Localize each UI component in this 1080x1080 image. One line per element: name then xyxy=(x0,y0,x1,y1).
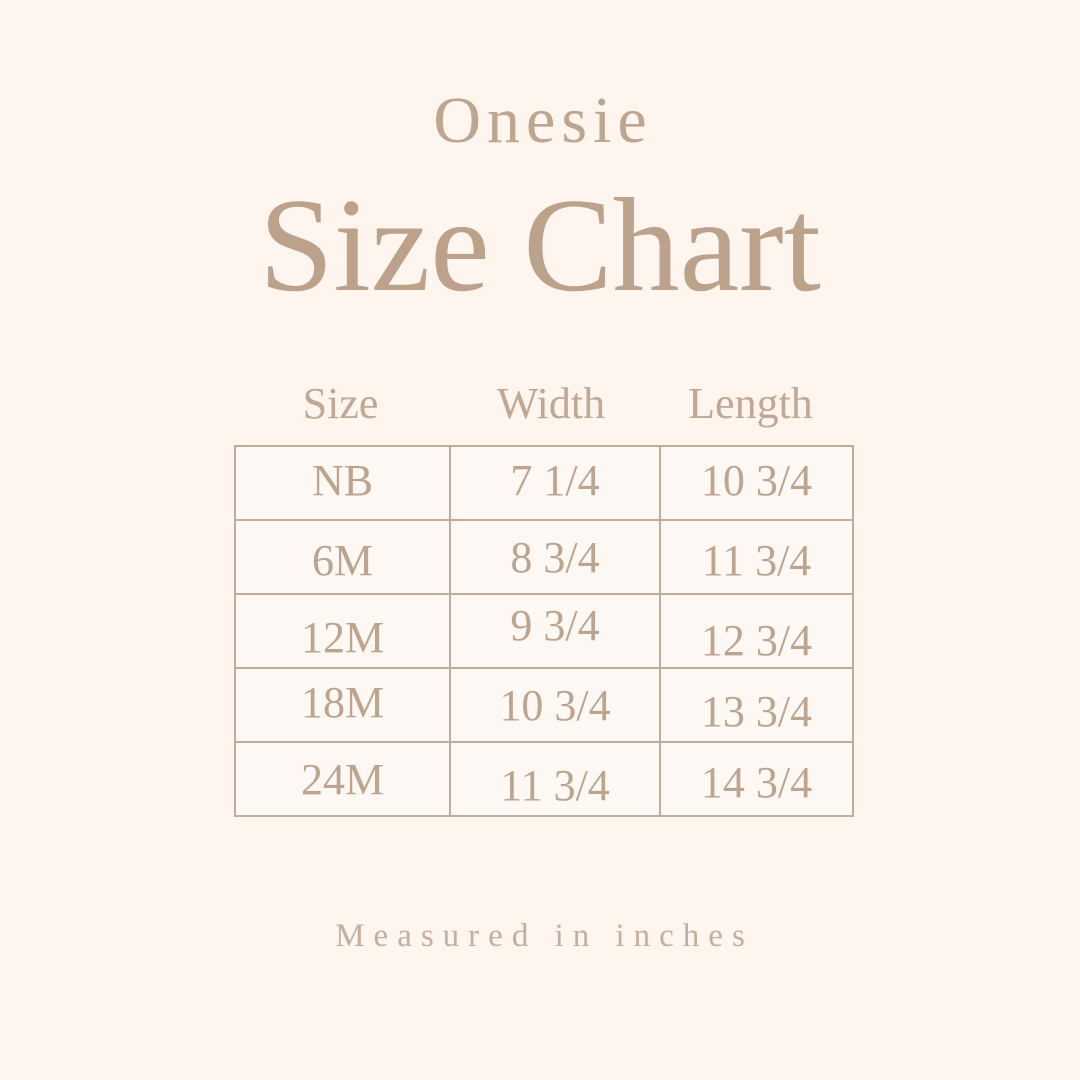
cell-value: 10 3/4 xyxy=(700,455,813,505)
product-title: Onesie xyxy=(433,84,653,157)
cell-size: 18M xyxy=(234,667,451,743)
cell-width: 8 3/4 xyxy=(449,519,661,595)
table-row: 18M 10 3/4 13 3/4 xyxy=(234,667,854,743)
column-header-width: Width xyxy=(496,379,606,428)
table-row: 6M 8 3/4 11 3/4 xyxy=(234,519,854,595)
cell-value: 8 3/4 xyxy=(510,532,600,582)
table-row: 12M 9 3/4 12 3/4 xyxy=(234,593,854,669)
table-column-headers: Size Width Length xyxy=(234,382,846,426)
cell-value: 12 3/4 xyxy=(700,615,813,665)
cell-value: 24M xyxy=(300,754,385,804)
cell-width: 11 3/4 xyxy=(449,741,661,817)
cell-length: 13 3/4 xyxy=(659,667,854,743)
cell-value: 14 3/4 xyxy=(700,757,813,807)
cell-size: 12M xyxy=(234,593,451,669)
cell-value: 11 3/4 xyxy=(701,535,812,585)
cell-length: 10 3/4 xyxy=(659,445,854,521)
cell-value: NB xyxy=(311,455,374,505)
cell-value: 11 3/4 xyxy=(500,760,610,810)
cell-value: 9 3/4 xyxy=(510,600,600,650)
table-row: NB 7 1/4 10 3/4 xyxy=(234,445,854,521)
cell-value: 7 1/4 xyxy=(510,455,600,505)
cell-size: 24M xyxy=(234,741,451,817)
cell-size: NB xyxy=(234,445,451,521)
page-title: Size Chart xyxy=(259,171,821,319)
column-header-length: Length xyxy=(688,379,813,428)
cell-length: 11 3/4 xyxy=(659,519,854,595)
cell-size: 6M xyxy=(234,519,451,595)
cell-length: 14 3/4 xyxy=(659,741,854,817)
cell-width: 9 3/4 xyxy=(449,593,661,669)
table-row: 24M 11 3/4 14 3/4 xyxy=(234,741,854,817)
column-header-size: Size xyxy=(302,379,379,428)
size-chart-table: NB 7 1/4 10 3/4 6M 8 3/4 11 3/4 12M 9 3/… xyxy=(234,445,854,817)
cell-length: 12 3/4 xyxy=(659,593,854,669)
title-block: Onesie Size Chart xyxy=(0,84,1080,319)
cell-value: 13 3/4 xyxy=(700,686,813,736)
cell-value: 18M xyxy=(300,677,385,727)
cell-width: 10 3/4 xyxy=(449,667,661,743)
cell-width: 7 1/4 xyxy=(449,445,661,521)
cell-value: 6M xyxy=(311,535,374,585)
cell-value: 12M xyxy=(300,612,385,662)
measurement-note: Measured in inches xyxy=(335,918,754,954)
cell-value: 10 3/4 xyxy=(499,680,611,730)
table-body: NB 7 1/4 10 3/4 6M 8 3/4 11 3/4 12M 9 3/… xyxy=(234,445,854,817)
